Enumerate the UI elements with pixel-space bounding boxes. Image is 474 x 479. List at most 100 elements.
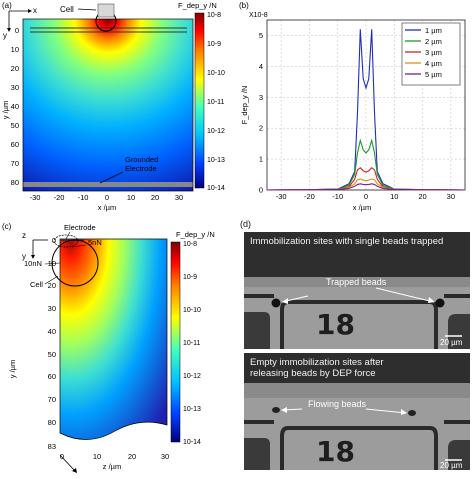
- panel-a-svg: (a) x y Cell 0 10 20 30 40 50 60 70 80 y…: [1, 1, 225, 212]
- panel-b-label: (b): [239, 1, 249, 10]
- svg-text:10: 10: [48, 259, 56, 268]
- cell-device-icon: [97, 3, 115, 18]
- svg-text:0: 0: [52, 236, 56, 245]
- svg-text:30: 30: [161, 452, 169, 461]
- legend-label-3: 3 µm: [425, 48, 442, 57]
- micrograph-top-art: [244, 232, 470, 349]
- panel-c-cbar-title: F_dep_y /N: [176, 230, 215, 239]
- x-tick-label: -30: [276, 192, 287, 201]
- panel-a-axis-x: x: [33, 6, 37, 15]
- svg-text:40: 40: [48, 327, 56, 336]
- svg-text:30: 30: [175, 193, 183, 202]
- field-map-a: [23, 19, 193, 191]
- panel-c-electrode-label: Electrode: [64, 223, 96, 232]
- svg-text:-30: -30: [30, 193, 41, 202]
- series-line-5: [266, 183, 466, 191]
- svg-text:-10: -10: [78, 193, 89, 202]
- site-number-bottom: 18: [316, 435, 355, 468]
- svg-text:10-10: 10-10: [183, 307, 201, 314]
- x-tick-label: 20: [418, 192, 426, 201]
- micrograph-bottom-caption: Empty immobilization sites after releasi…: [250, 357, 384, 379]
- plot-frame: [266, 19, 466, 191]
- panel-c-xlabel: z /µm: [103, 462, 122, 471]
- svg-text:-20: -20: [54, 193, 65, 202]
- panel-a-colorbar: [194, 12, 205, 189]
- series-line-3: [266, 166, 466, 191]
- field-map-c: [60, 239, 167, 440]
- series-line-2: [266, 138, 466, 191]
- panel-a-cbar-title: F_dep_y /N: [178, 1, 217, 10]
- panel-a-axis-y: y: [3, 31, 7, 40]
- svg-text:50: 50: [11, 121, 19, 130]
- svg-text:10-8: 10-8: [207, 12, 221, 19]
- panel-b-xlabel: x /µm: [353, 203, 372, 212]
- micrograph-bottom-art: [244, 353, 470, 470]
- panel-a: (a) x y Cell 0 10 20 30 40 50 60 70 80 y…: [0, 0, 237, 215]
- svg-text:40: 40: [11, 102, 19, 111]
- grounded-line-1: Grounded: [125, 155, 158, 164]
- grounded-electrode: [23, 182, 193, 187]
- svg-text:10-8: 10-8: [183, 241, 197, 248]
- panel-a-ylabel: y /µm: [1, 101, 10, 120]
- svg-text:10-14: 10-14: [183, 439, 201, 446]
- panel-c-yticks: 0 10 20 30 40 50 60 70 80 83: [48, 236, 56, 451]
- panel-a-xticks: -30 -20 -10 0 10 20 30: [30, 193, 184, 202]
- svg-text:10: 10: [11, 45, 19, 54]
- panel-a-cbar-ticks: 10-8 10-9 10-10 10-11 10-12 10-13 10-14: [207, 12, 225, 192]
- svg-text:10-13: 10-13: [183, 406, 201, 413]
- scale-bar-bottom: 20 µm: [440, 461, 463, 470]
- panel-b-ylabel: F_dep_y /N: [240, 86, 249, 125]
- flowing-beads-label: Flowing beads: [308, 399, 367, 409]
- svg-text:10-10: 10-10: [207, 70, 225, 77]
- panel-c-ylabel: y /µm: [8, 360, 17, 379]
- svg-text:20: 20: [128, 452, 136, 461]
- panel-b: (b) X10-8 F_dep_y /N x /µm -30 -20 -10 0 10 2…: [237, 0, 474, 215]
- svg-text:10-11: 10-11: [207, 99, 224, 106]
- series-line-4: [266, 178, 466, 191]
- svg-text:0: 0: [105, 193, 109, 202]
- svg-text:10-12: 10-12: [207, 128, 225, 135]
- svg-text:20: 20: [151, 193, 159, 202]
- panel-c-cell-label: Cell: [30, 280, 43, 289]
- x-tick-label: -20: [304, 192, 315, 201]
- svg-text:10-12: 10-12: [183, 373, 201, 380]
- panel-c-colorbar: [170, 241, 181, 443]
- y-tick-label: 2: [259, 124, 263, 133]
- svg-text:10-11: 10-11: [183, 340, 200, 347]
- panel-b-exponent: X10-8: [249, 12, 268, 19]
- svg-text:0: 0: [60, 452, 64, 461]
- micrograph-top: Immobilization sites with single beads t…: [244, 232, 470, 349]
- legend-label-2: 2 µm: [425, 37, 442, 46]
- svg-text:10: 10: [93, 452, 101, 461]
- y-tick-label: 4: [259, 62, 263, 71]
- legend-box: [401, 22, 461, 86]
- svg-text:70: 70: [48, 395, 56, 404]
- svg-text:20: 20: [11, 64, 19, 73]
- panel-d-label: (d): [240, 219, 251, 229]
- micrograph-bottom: Empty immobilization sites after releasi…: [244, 353, 470, 470]
- trapped-beads-label: Trapped beads: [326, 277, 387, 287]
- svg-text:10-14: 10-14: [207, 185, 225, 192]
- svg-text:0: 0: [15, 26, 19, 35]
- legend-label-1: 1 µm: [425, 26, 442, 35]
- y-tick-label: 5: [259, 31, 263, 40]
- y-tick-label: 0: [259, 186, 263, 195]
- x-tick-label: -10: [332, 192, 343, 201]
- x-tick-label: 10: [390, 192, 398, 201]
- svg-text:80: 80: [11, 178, 19, 187]
- panel-c-axis-y: y: [22, 252, 26, 261]
- scale-bar-top: 20 µm: [440, 338, 463, 347]
- series-line-1: [266, 29, 466, 191]
- panel-c-xticks: 0 10 20 30: [60, 452, 169, 461]
- svg-text:80: 80: [48, 418, 56, 427]
- svg-text:10: 10: [127, 193, 135, 202]
- panel-c-label: (c): [2, 222, 12, 231]
- micrograph-top-caption: Immobilization sites with single beads t…: [250, 236, 444, 247]
- svg-text:10-13: 10-13: [207, 157, 225, 164]
- svg-text:83: 83: [48, 442, 56, 451]
- x-tick-label: 0: [364, 192, 368, 201]
- svg-text:30: 30: [11, 83, 19, 92]
- panel-a-grounded-label: Grounded Electrode: [125, 155, 160, 173]
- panel-a-yticks: 0 10 20 30 40 50 60 70 80: [11, 26, 19, 187]
- panel-b-chart: (b) X10-8 F_dep_y /N x /µm -30 -20 -10 0 10 2…: [239, 1, 466, 212]
